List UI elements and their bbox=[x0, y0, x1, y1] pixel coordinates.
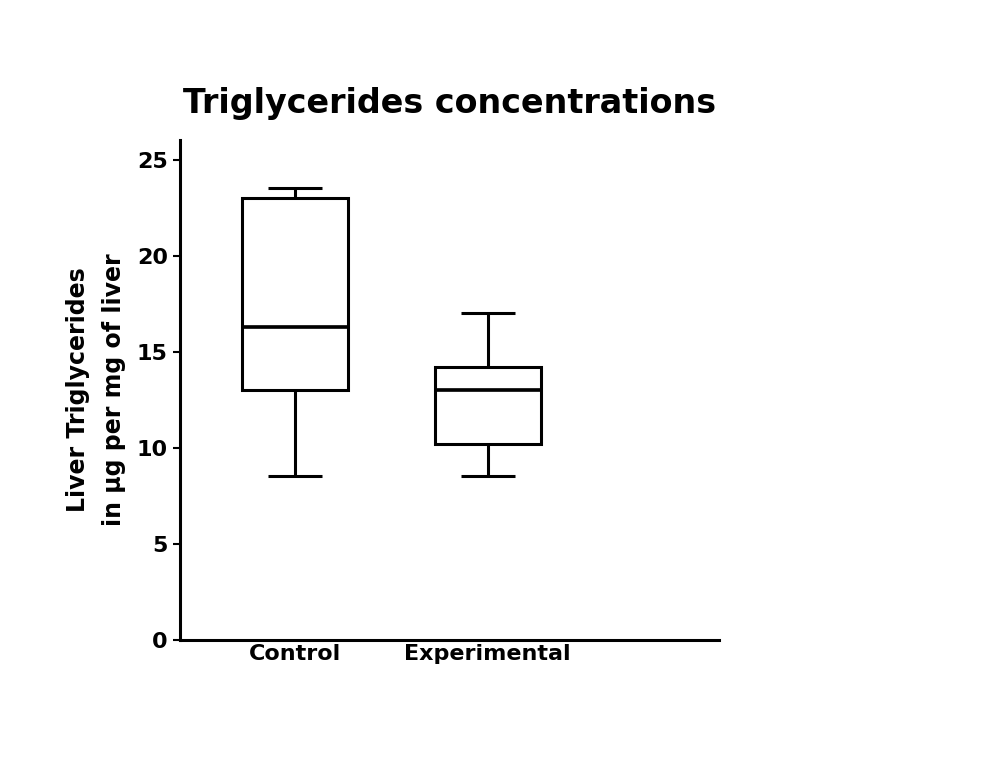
Bar bbox=[243, 198, 348, 390]
Title: Triglycerides concentrations: Triglycerides concentrations bbox=[183, 87, 716, 119]
Bar bbox=[435, 367, 541, 444]
Y-axis label: Liver Triglycerides
in μg per mg of liver: Liver Triglycerides in μg per mg of live… bbox=[66, 254, 126, 526]
